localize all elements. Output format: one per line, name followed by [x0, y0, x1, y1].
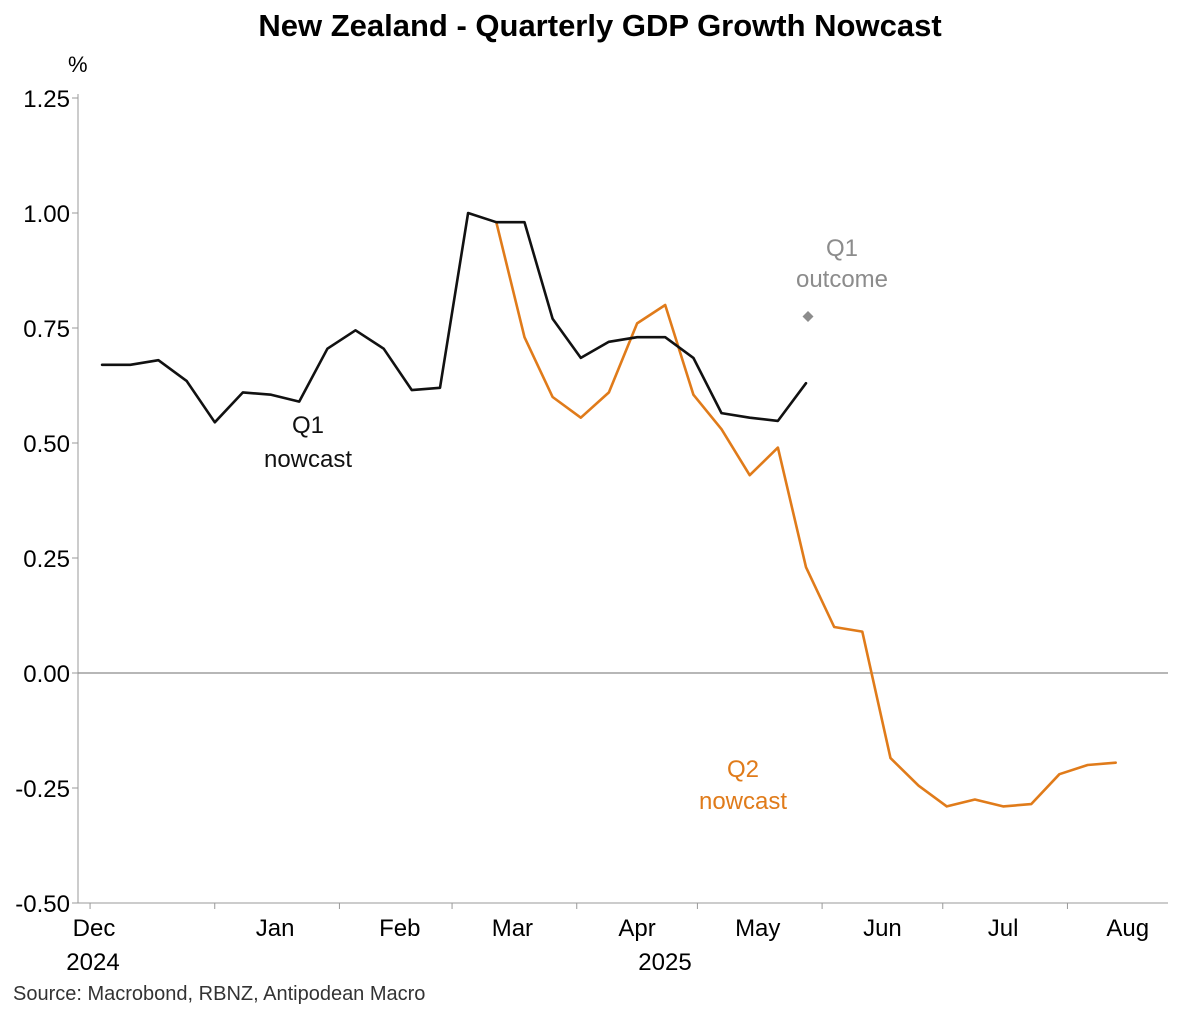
q1-nowcast-label: Q1	[292, 412, 324, 439]
x-tick-label: Jan	[256, 915, 295, 942]
q1-outcome-label: Q1	[826, 235, 858, 262]
x-tick-label: Jun	[863, 915, 902, 942]
x-tick-label: May	[735, 915, 780, 942]
y-tick-label: 0.25	[23, 546, 70, 573]
y-tick-label: 0.50	[23, 431, 70, 458]
y-tick-label: 0.00	[23, 661, 70, 688]
series-labels: Q1 nowcast Q2 nowcast Q1 outcome	[264, 235, 888, 815]
y-axis: % 1.25 1.00 0.75 0.50 0.25 0.00 -0.25 -0.50	[15, 52, 1168, 918]
x-tick-label: Aug	[1106, 915, 1149, 942]
q1-outcome-label: outcome	[796, 266, 888, 293]
q2-nowcast-label: nowcast	[699, 788, 787, 815]
q2-nowcast-label: Q2	[727, 756, 759, 783]
y-tick-label: 0.75	[23, 316, 70, 343]
y-tick-label: 1.25	[23, 86, 70, 113]
x-tick-label: Jul	[988, 915, 1019, 942]
x-tick-year-label: 2024	[66, 949, 119, 976]
y-tick-label: -0.25	[15, 776, 70, 803]
q1-nowcast-line	[100, 211, 808, 424]
source-note: Source: Macrobond, RBNZ, Antipodean Macr…	[13, 983, 426, 1005]
chart-title: New Zealand - Quarterly GDP Growth Nowca…	[258, 8, 942, 43]
x-axis: Dec 2024 Jan Feb Mar Apr 2025 May Jun Jul Aug	[66, 902, 1168, 976]
q1-outcome-marker	[802, 311, 814, 322]
series-layer	[100, 211, 1117, 808]
x-tick-label: Mar	[492, 915, 533, 942]
x-tick-year-label: 2025	[638, 949, 691, 976]
y-tick-label: 1.00	[23, 201, 70, 228]
y-tick-label: -0.50	[15, 891, 70, 918]
q1-nowcast-label: nowcast	[264, 446, 352, 473]
x-tick-label: Feb	[379, 915, 420, 942]
q2-nowcast-line	[494, 220, 1117, 808]
y-axis-unit: %	[68, 52, 88, 77]
x-tick-label: Dec	[73, 915, 116, 942]
x-tick-label: Apr	[618, 915, 655, 942]
